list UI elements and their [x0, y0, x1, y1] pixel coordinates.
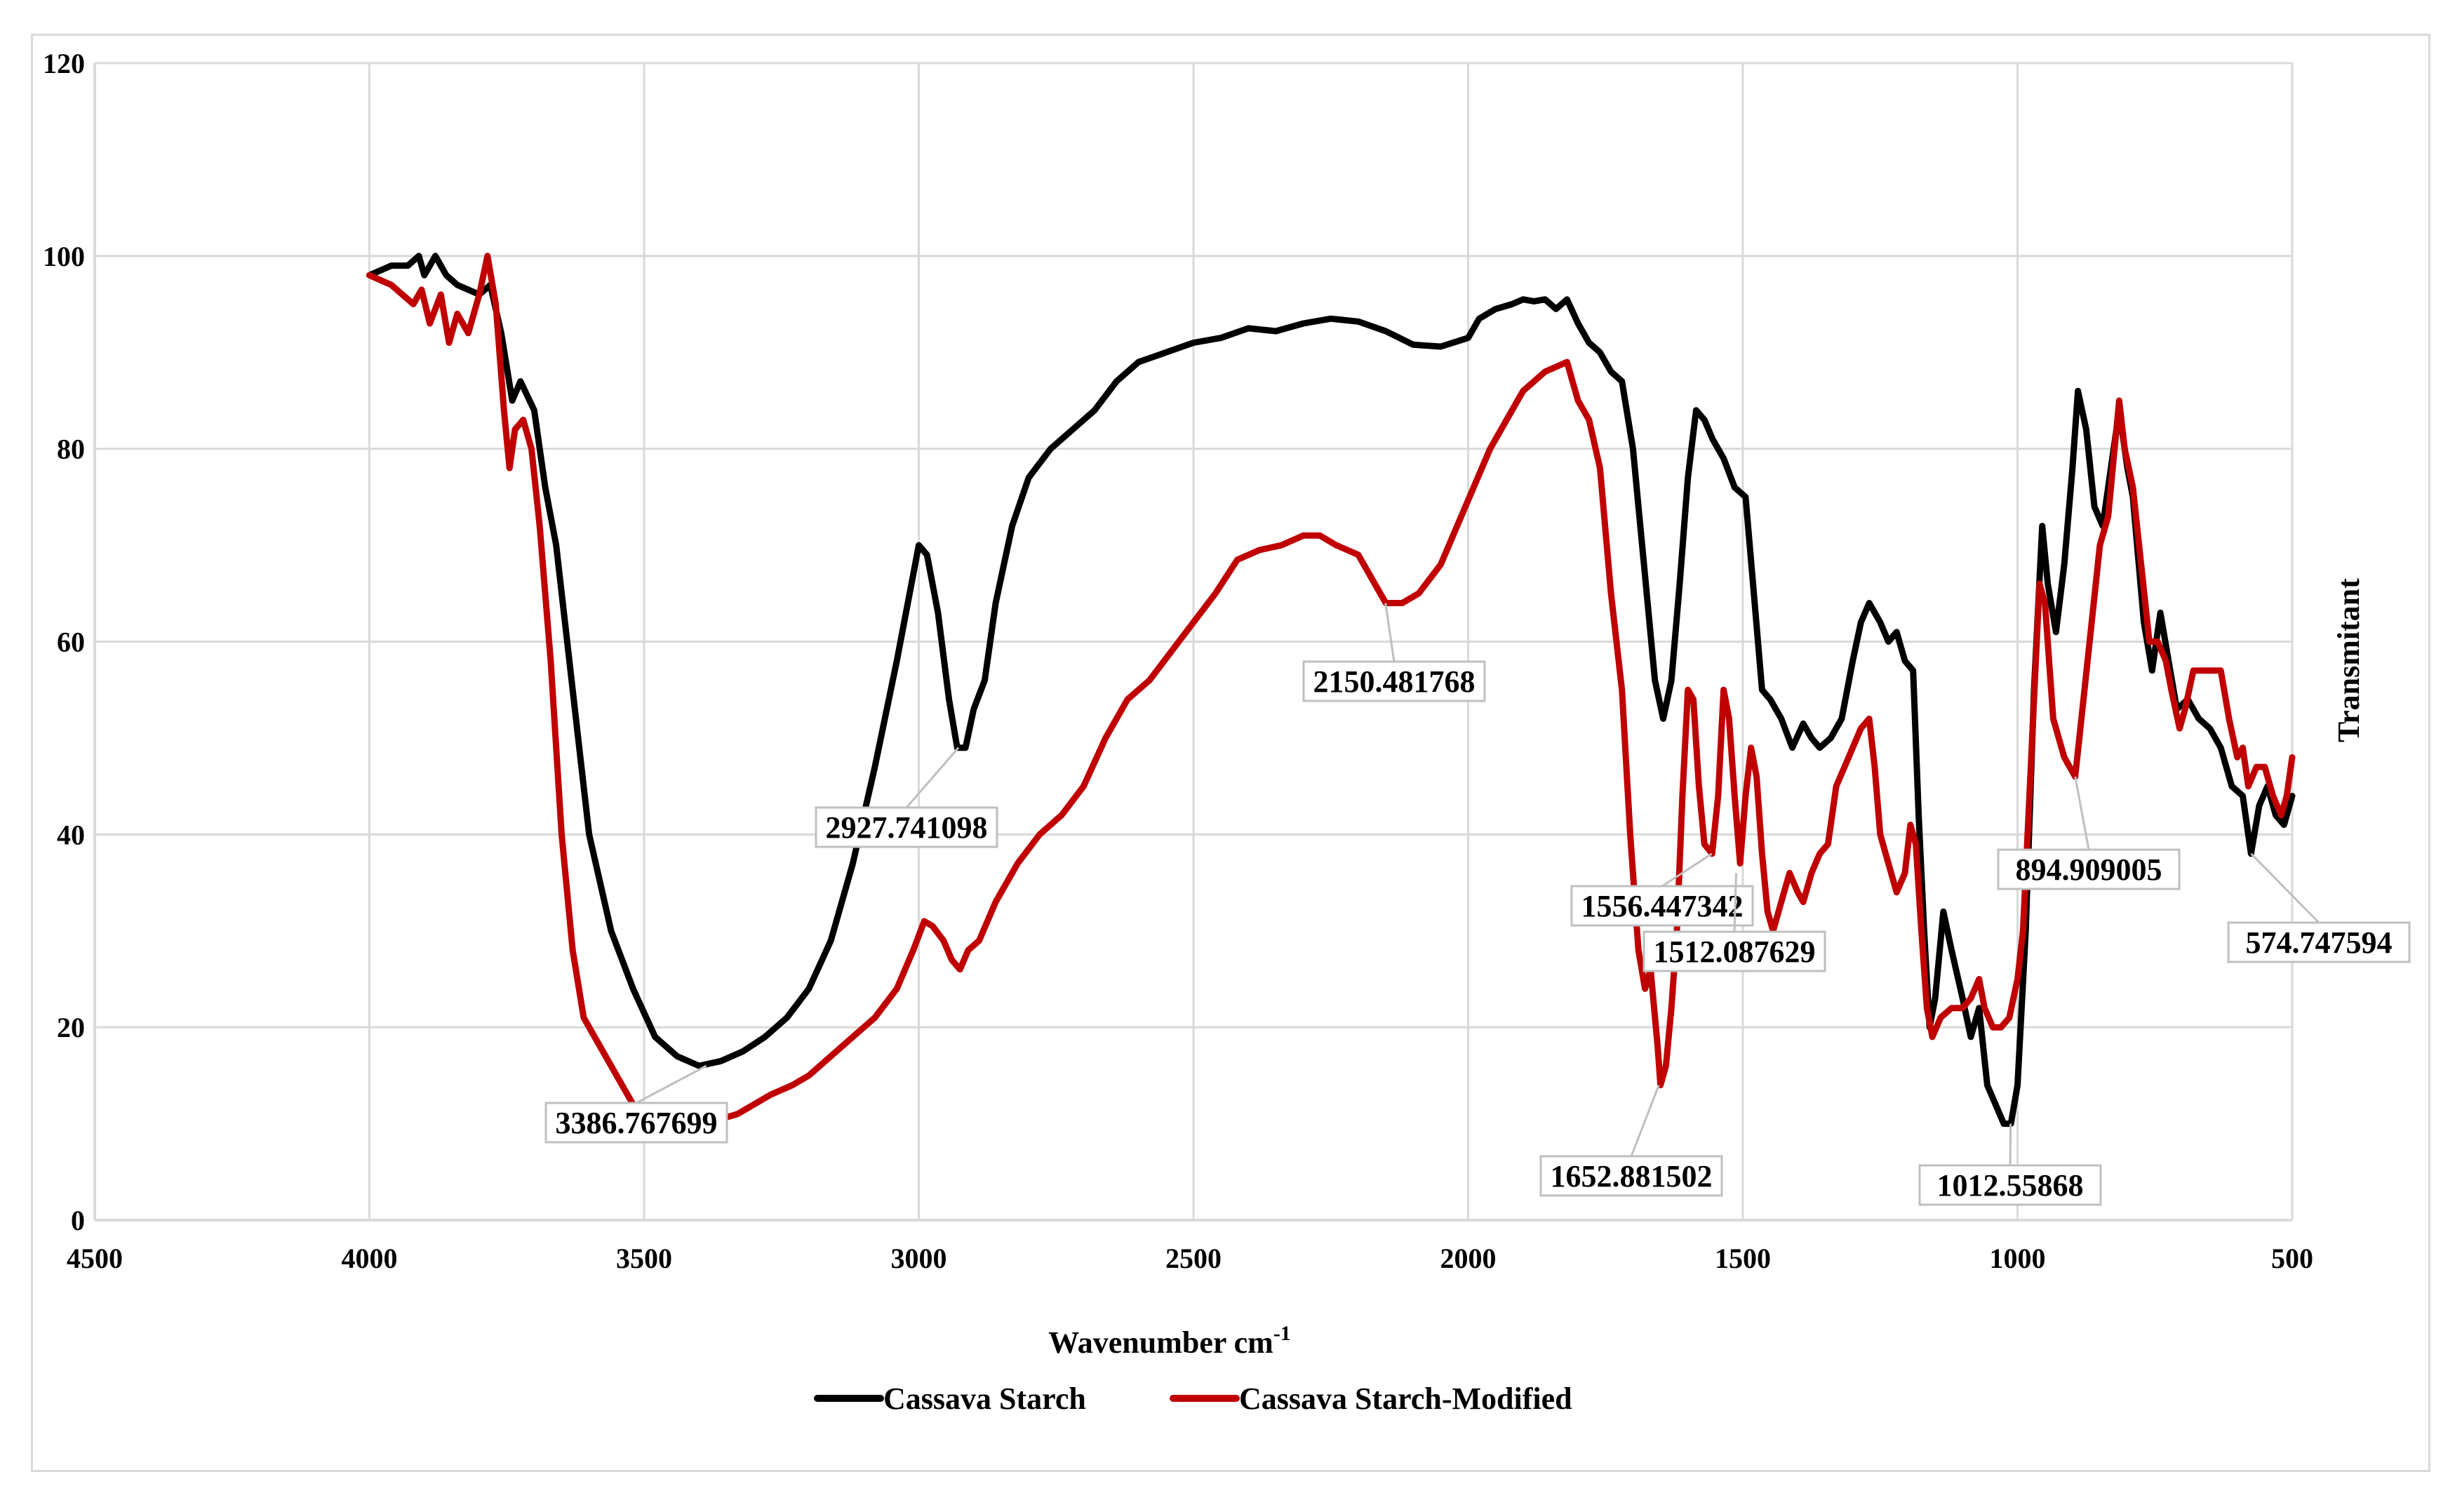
x-tick-label: 2500: [1165, 1243, 1222, 1274]
peak-annotation: 1652.881502: [1539, 1085, 1723, 1197]
annotation-box: [1570, 885, 1754, 927]
annotation-label: 3386.767699: [556, 1106, 718, 1140]
legend-label-cassava-starch: Cassava Starch: [883, 1381, 1086, 1416]
y-tick-label: 40: [57, 819, 85, 850]
x-axis-title: Wavenumber cm-1: [1048, 1322, 1291, 1360]
y-tick-label: 100: [43, 241, 85, 272]
series-line-cassava-starch: [366, 253, 2296, 1128]
x-tick-label: 4000: [342, 1243, 398, 1274]
annotation-label: 574.747594: [2246, 925, 2393, 960]
y-tick-label: 20: [57, 1012, 85, 1043]
peak-annotation: 1012.55868: [1918, 1123, 2102, 1206]
annotation-box: [815, 806, 998, 848]
annotation-label: 1556.447342: [1581, 889, 1744, 923]
annotation-leader-line: [1384, 603, 1396, 662]
y-tick-label: 120: [43, 48, 85, 79]
annotation-label: 1012.55868: [1937, 1168, 2084, 1203]
annotation-box: [544, 1102, 728, 1144]
annotation-leader-line: [2074, 776, 2090, 850]
peak-annotation: 1556.447342: [1570, 852, 1754, 927]
annotation-label: 2927.741098: [826, 810, 988, 845]
peak-annotation: 2150.481768: [1302, 603, 1486, 702]
x-axis-title-superscript: -1: [1273, 1322, 1291, 1345]
peak-annotation: 1512.087629: [1643, 873, 1826, 972]
chart-frame: 3386.767699 2927.741098 2150.481768 1556.44…: [31, 34, 2430, 1472]
annotation-label: 1512.087629: [1654, 935, 1816, 969]
annotation-leader-line: [2250, 852, 2320, 924]
tick-labels: 4500 4000 3500 3000 2500 2000 1500 1000 500 0 20 40…: [43, 48, 2313, 1274]
annotation-label: 1652.881502: [1551, 1159, 1713, 1193]
annotation-box: [1643, 930, 1826, 972]
annotation-leader-line: [1733, 873, 1738, 932]
x-tick-label: 1500: [1715, 1243, 1771, 1274]
annotation-box: [1918, 1164, 2102, 1206]
y-tick-label: 60: [57, 627, 85, 658]
legend-label-cassava-starch-modified: Cassava Starch-Modified: [1239, 1381, 1572, 1416]
y-tick-label: 80: [57, 434, 85, 465]
x-tick-label: 1000: [1990, 1243, 2046, 1274]
annotation-box: [1539, 1155, 1723, 1197]
annotation-leader-line: [905, 747, 960, 808]
peak-annotation: 2927.741098: [815, 747, 998, 848]
x-tick-label: 500: [2271, 1243, 2313, 1274]
annotation-box: [1997, 848, 2181, 890]
annotation-leader-line: [2009, 1123, 2012, 1166]
peak-annotation: 3386.767699: [544, 1064, 728, 1144]
y-tick-label: 0: [71, 1205, 85, 1236]
y-axis-title: Transmitant: [2331, 578, 2366, 742]
annotation-label: 894.909005: [2016, 852, 2162, 887]
peak-annotations: 3386.767699 2927.741098 2150.481768 1556.44…: [544, 603, 2411, 1206]
x-tick-label: 3000: [891, 1243, 947, 1274]
peak-annotation: 574.747594: [2227, 852, 2411, 963]
peak-annotation: 894.909005: [1997, 776, 2181, 890]
annotation-leader-line: [1661, 852, 1713, 888]
annotation-label: 2150.481768: [1313, 664, 1476, 699]
annotation-box: [2227, 921, 2411, 963]
axes: [93, 63, 2292, 1222]
x-tick-label: 4500: [67, 1243, 123, 1274]
x-tick-label: 3500: [616, 1243, 672, 1274]
ftir-spectrum-chart: 3386.767699 2927.741098 2150.481768 1556.44…: [43, 48, 2411, 1416]
annotation-leader-line: [1630, 1085, 1660, 1157]
annotation-leader-line: [636, 1064, 707, 1104]
legend: Cassava Starch Cassava Starch-Modified: [814, 1381, 1572, 1416]
annotation-box: [1302, 660, 1486, 702]
x-tick-label: 2000: [1440, 1243, 1497, 1274]
gridlines: [95, 62, 2294, 1220]
